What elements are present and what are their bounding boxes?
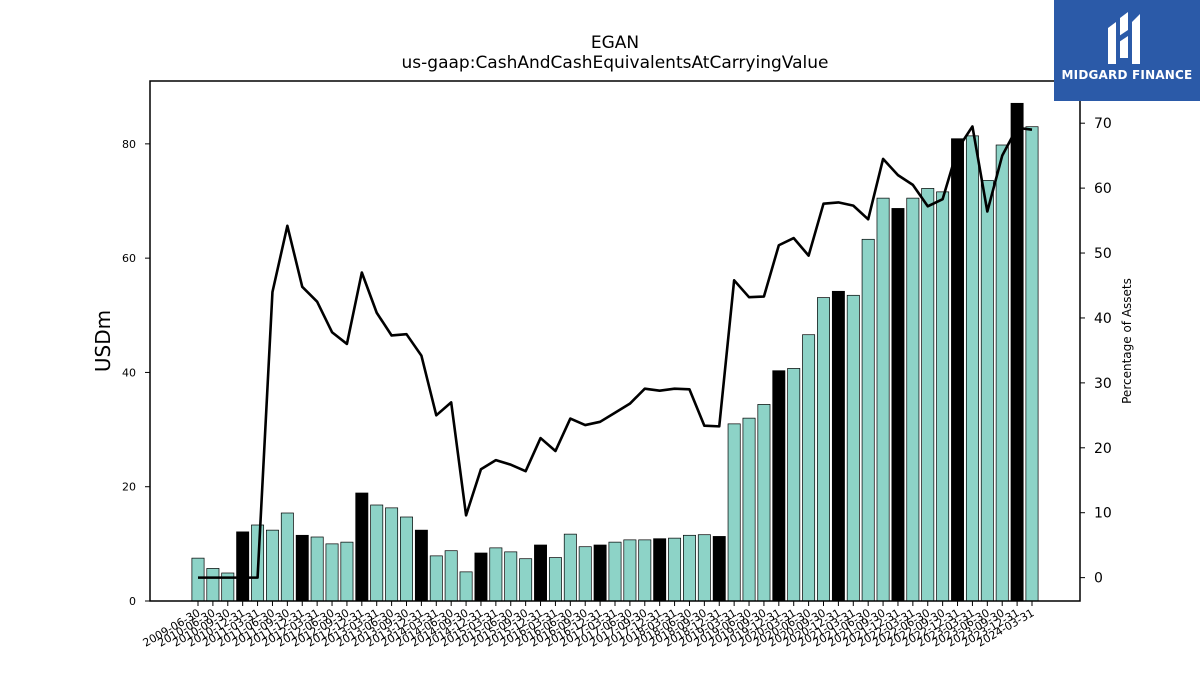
bar <box>712 536 726 602</box>
bar <box>489 547 503 602</box>
plot-frame <box>149 80 1081 602</box>
y2-tick-label: 70 <box>1094 116 1112 132</box>
y-tick-label: 0 <box>129 595 136 608</box>
bar <box>310 536 324 602</box>
bar <box>802 334 816 602</box>
bar-series <box>191 102 1039 602</box>
y-tick-label: 80 <box>122 138 136 151</box>
bar <box>191 557 205 602</box>
bar <box>534 544 547 602</box>
bar <box>355 492 369 602</box>
bar <box>861 238 875 602</box>
bar <box>697 534 711 602</box>
x-axis: 2009-06-302010-06-302010-09-302010-12-31… <box>141 601 1037 650</box>
bar <box>1010 102 1024 602</box>
bar <box>340 541 354 602</box>
bar <box>1025 126 1039 602</box>
bar <box>444 550 458 602</box>
bar <box>593 544 607 602</box>
bar <box>951 138 964 602</box>
y2-tick-label: 50 <box>1094 246 1112 262</box>
bar <box>757 404 771 602</box>
y-axis-label: USDm <box>91 310 115 372</box>
bar <box>995 144 1009 602</box>
y-axis-left: 0 20 40 60 80 <box>122 138 150 608</box>
bar <box>831 290 845 602</box>
y-tick-label: 20 <box>122 481 136 494</box>
bar <box>683 534 696 602</box>
bar <box>504 551 518 602</box>
percentage-line-series <box>198 125 1033 579</box>
bar <box>608 541 622 602</box>
chart-subtitle: us-gaap:CashAndCashEquivalentsAtCarrying… <box>402 53 829 73</box>
bar <box>772 370 786 602</box>
bar <box>578 546 592 602</box>
bar <box>965 135 979 602</box>
y2-tick-label: 40 <box>1094 311 1112 327</box>
bar <box>563 533 577 602</box>
y2-tick-label: 10 <box>1094 506 1112 522</box>
bar <box>474 552 488 602</box>
bar <box>459 571 473 602</box>
bar <box>906 197 920 602</box>
bar <box>385 507 399 602</box>
bar <box>519 558 533 602</box>
bar <box>266 529 279 602</box>
y-tick-label: 40 <box>122 366 136 379</box>
bar <box>876 197 890 602</box>
bar <box>400 516 413 602</box>
midgard-m-logo-icon <box>1108 12 1140 64</box>
bar <box>787 368 801 602</box>
bar <box>668 537 682 602</box>
y2-tick-label: 60 <box>1094 181 1112 197</box>
bar <box>921 188 935 602</box>
y-axis-right: 0 10 20 30 40 50 60 70 <box>1080 116 1112 587</box>
bar <box>653 538 667 602</box>
bar <box>370 504 384 602</box>
bar <box>891 208 905 602</box>
bar <box>325 543 339 602</box>
bar <box>742 417 756 602</box>
percentage-line <box>198 125 1033 579</box>
logo-text: MIDGARD FINANCE <box>1061 68 1193 82</box>
chart-title: EGAN <box>591 33 639 53</box>
bar <box>280 512 294 602</box>
bar <box>638 539 652 602</box>
bar <box>429 555 443 602</box>
bar <box>727 423 741 602</box>
midgard-finance-logo: MIDGARD FINANCE <box>1054 0 1200 101</box>
y2-tick-label: 20 <box>1094 441 1112 457</box>
y2-tick-label: 0 <box>1094 571 1103 587</box>
bar <box>548 557 562 602</box>
bar <box>295 534 309 602</box>
bar <box>817 297 830 602</box>
bar <box>206 568 220 602</box>
bar <box>980 180 994 602</box>
y2-tick-label: 30 <box>1094 376 1112 392</box>
bar <box>414 529 428 602</box>
y-tick-label: 60 <box>122 252 136 265</box>
bar <box>236 531 250 602</box>
bar <box>846 294 860 602</box>
bar <box>936 191 950 602</box>
y2-axis-label: Percentage of Assets <box>1120 278 1134 404</box>
bar <box>623 539 637 602</box>
